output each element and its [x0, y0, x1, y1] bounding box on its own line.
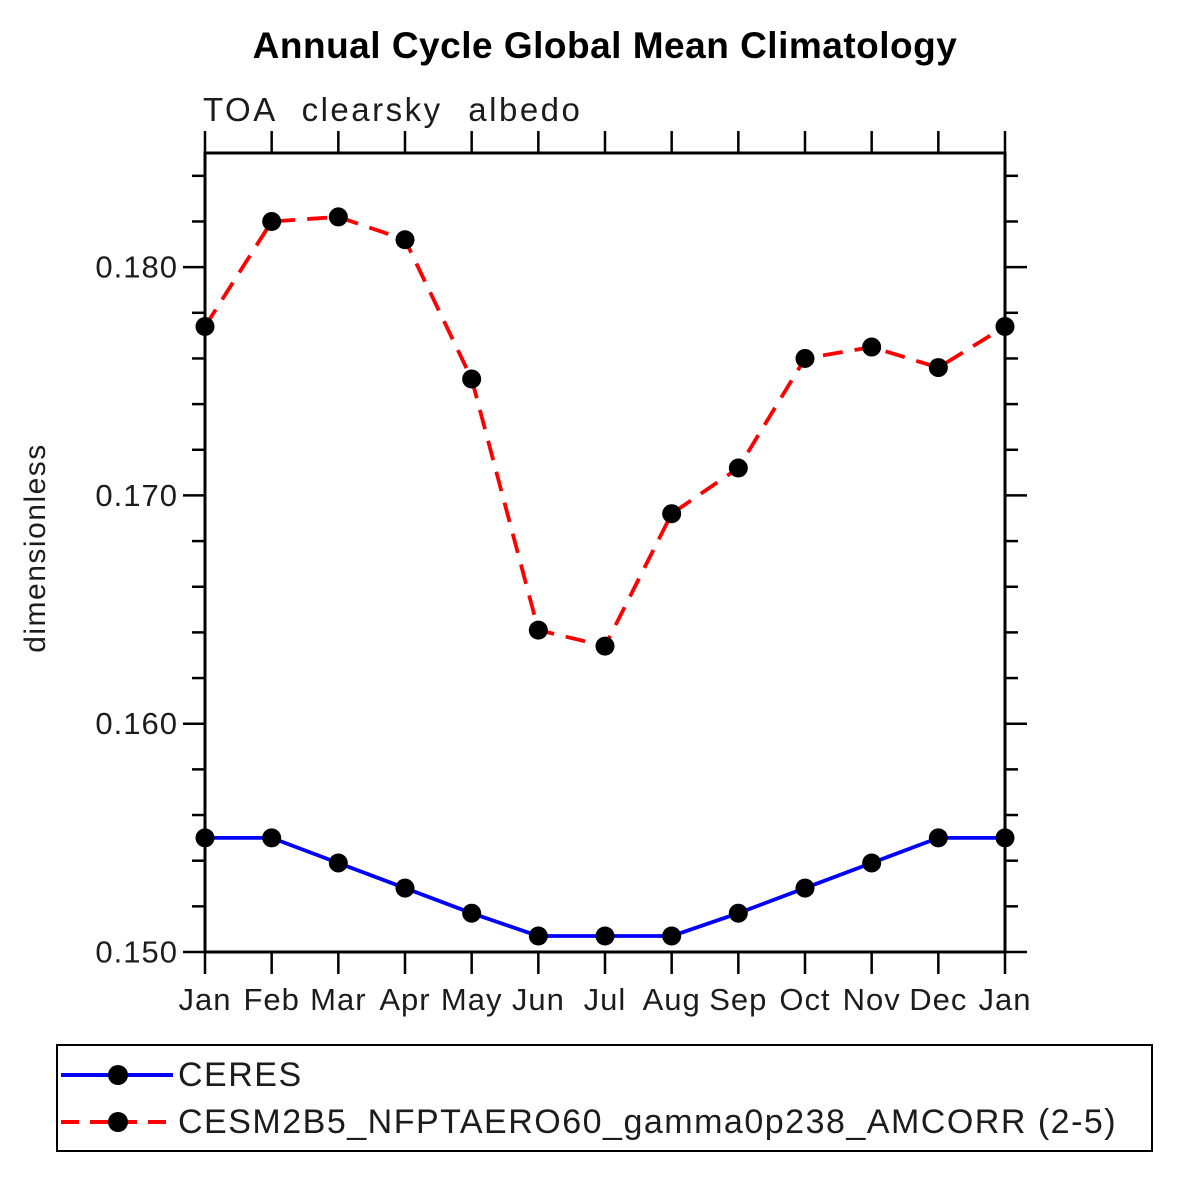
x-tick-label: Sep [709, 982, 767, 1017]
x-tick-label: Nov [843, 982, 901, 1017]
chart-subtitle: TOA clearsky albedo [203, 91, 583, 128]
data-point-series1-Dec [928, 358, 948, 378]
x-tick-label: Jul [584, 982, 627, 1017]
legend-label-ceres: CERES [178, 1055, 303, 1094]
x-tick-label: May [441, 982, 503, 1017]
data-point-series0-May [462, 903, 482, 923]
data-point-series1-Aug [662, 504, 682, 524]
data-point-series1-Jan [195, 316, 215, 336]
data-point-series0-Jan [195, 828, 215, 848]
data-point-series1-Jun [528, 620, 548, 640]
data-point-series1-Jan [995, 316, 1015, 336]
data-point-series1-Apr [395, 230, 415, 250]
data-point-series0-Jan [995, 828, 1015, 848]
data-point-series1-Feb [262, 211, 282, 231]
data-point-series0-Nov [862, 853, 882, 873]
x-tick-label: Dec [909, 982, 967, 1017]
plot-area: Jan Feb Mar Apr May Jun Jul Aug Sep Oct Nov Dec Jan0… [19, 131, 1032, 1017]
data-point-series0-Apr [395, 878, 415, 898]
line-sample-solid-icon [61, 1064, 173, 1085]
x-tick-label: Feb [243, 982, 299, 1017]
legend-marker-icon [108, 1064, 128, 1085]
legend: CERES CESM2B5_NFPTAERO60_gamma0p238_AMCO… [56, 1044, 1153, 1152]
data-point-series1-Sep [728, 458, 748, 478]
y-tick-label: 0.160 [95, 706, 178, 741]
data-point-series1-Mar [328, 207, 348, 227]
legend-item-cesm2b5: CESM2B5_NFPTAERO60_gamma0p238_AMCORR (2-… [58, 1098, 1151, 1145]
data-point-series0-Dec [928, 828, 948, 848]
plot-frame [203, 151, 1007, 954]
data-point-series0-Sep [728, 903, 748, 923]
legend-label-cesm2b5: CESM2B5_NFPTAERO60_gamma0p238_AMCORR (2-… [178, 1102, 1118, 1141]
data-point-series1-Nov [862, 337, 882, 357]
series-line-1 [203, 215, 1006, 648]
data-point-series0-Jun [528, 926, 548, 946]
data-point-series0-Mar [328, 853, 348, 873]
y-tick-label: 0.170 [95, 478, 178, 513]
data-point-series1-Jul [595, 636, 615, 656]
data-point-series0-Feb [262, 828, 282, 848]
x-tick-label: Aug [643, 982, 701, 1017]
data-point-series0-Aug [662, 926, 682, 946]
x-tick-label: Jan [179, 982, 232, 1017]
y-axis-label: dimensionless [19, 443, 52, 653]
x-tick-label: Jun [512, 982, 565, 1017]
data-point-series0-Jul [595, 926, 615, 946]
y-tick-label: 0.150 [95, 935, 178, 970]
legend-item-ceres: CERES [58, 1051, 1151, 1098]
x-tick-label: Apr [379, 982, 430, 1017]
data-point-series0-Oct [795, 878, 815, 898]
x-tick-label: Mar [310, 982, 366, 1017]
line-sample-dashed-icon [61, 1111, 173, 1132]
x-tick-label: Oct [779, 982, 830, 1017]
data-point-series1-Oct [795, 348, 815, 368]
data-point-series1-May [462, 369, 482, 389]
series-line-0 [205, 835, 1005, 938]
chart-title: Annual Cycle Global Mean Climatology [252, 25, 958, 66]
x-tick-label: Jan [979, 982, 1032, 1017]
legend-marker-icon [108, 1111, 128, 1132]
y-tick-label: 0.180 [95, 250, 178, 285]
